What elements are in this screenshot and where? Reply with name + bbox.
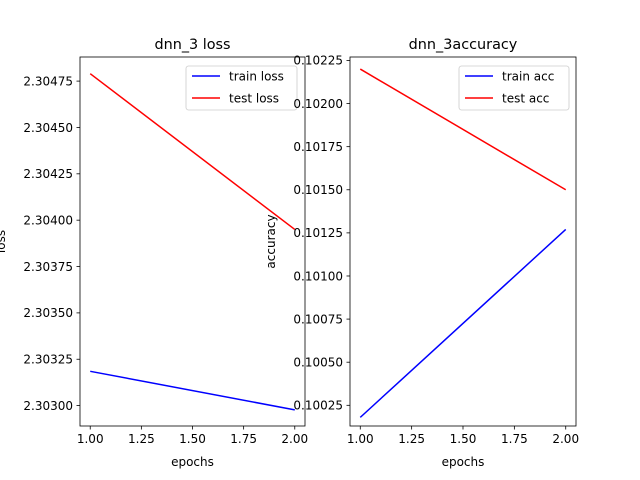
x-tick-label: 1.75 bbox=[230, 432, 257, 446]
x-tick-label: 2.00 bbox=[552, 432, 579, 446]
legend-label: test loss bbox=[229, 91, 279, 105]
y-tick-label: 2.30425 bbox=[23, 167, 73, 181]
x-axis-label: epochs bbox=[442, 455, 485, 469]
x-tick-label: 1.25 bbox=[398, 432, 425, 446]
series-line-1 bbox=[90, 370, 295, 411]
legend-label: test acc bbox=[502, 91, 549, 105]
y-tick-label: 2.30450 bbox=[23, 121, 73, 135]
y-tick-label: 2.30475 bbox=[23, 74, 73, 88]
series-line-2 bbox=[89, 73, 296, 231]
y-tick-label: 0.10100 bbox=[293, 269, 343, 283]
y-axis-label: accuracy bbox=[264, 214, 278, 268]
chart-title: dnn_3 loss bbox=[154, 37, 230, 53]
y-tick-label: 0.10050 bbox=[293, 356, 343, 370]
y-tick-label: 2.30350 bbox=[23, 306, 73, 320]
y-tick-label: 2.30400 bbox=[23, 213, 73, 227]
y-tick-label: 0.10225 bbox=[293, 54, 343, 68]
series-line-2 bbox=[359, 68, 567, 191]
series-line-1 bbox=[359, 228, 567, 418]
y-axis-label: loss bbox=[0, 230, 8, 253]
subplot-2: 1.00 1.25 1.50 1.75 2.00 0.10025 0.10050 0.1007… bbox=[264, 37, 579, 469]
y-tick-label: 0.10150 bbox=[293, 183, 343, 197]
legend-label: train loss bbox=[229, 69, 284, 83]
subplots: 1.00 1.25 1.50 1.75 2.00 2.30300 2.30325 2.3035… bbox=[0, 37, 579, 469]
chart-title: dnn_3accuracy bbox=[409, 37, 518, 53]
legend-label: train acc bbox=[502, 69, 554, 83]
y-tick-label: 0.10025 bbox=[293, 399, 343, 413]
x-tick-label: 1.50 bbox=[179, 432, 206, 446]
legend: train acc test acc bbox=[458, 65, 570, 111]
y-tick-label: 0.10125 bbox=[293, 226, 343, 240]
y-tick-label: 0.10075 bbox=[293, 312, 343, 326]
y-tick-label: 0.10200 bbox=[293, 97, 343, 111]
x-axis-label: epochs bbox=[171, 455, 214, 469]
x-tick-label: 1.50 bbox=[450, 432, 477, 446]
y-tick-label: 2.30300 bbox=[23, 399, 73, 413]
legend-box bbox=[458, 65, 570, 111]
x-tick-label: 1.00 bbox=[347, 432, 374, 446]
x-tick-label: 1.75 bbox=[501, 432, 528, 446]
y-tick-label: 2.30325 bbox=[23, 353, 73, 367]
x-tick-label: 2.00 bbox=[281, 432, 308, 446]
y-tick-label: 0.10175 bbox=[293, 140, 343, 154]
legend-box bbox=[185, 65, 298, 111]
subplot-1: 1.00 1.25 1.50 1.75 2.00 2.30300 2.30325 2.3035… bbox=[0, 37, 308, 469]
y-tick-label: 2.30375 bbox=[23, 260, 73, 274]
x-tick-label: 1.25 bbox=[128, 432, 155, 446]
x-tick-label: 1.00 bbox=[77, 432, 104, 446]
legend: train loss test loss bbox=[185, 65, 298, 111]
